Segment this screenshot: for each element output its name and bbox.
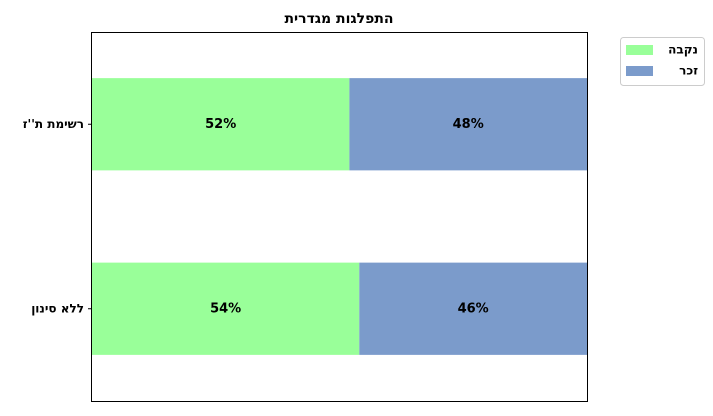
chart-title: התפלגות מגדרית xyxy=(284,11,393,27)
legend-label-1: זכר xyxy=(679,64,698,78)
y-tick-label-1: ללא סינון xyxy=(31,301,84,315)
bar-series0-cat1 xyxy=(92,262,360,355)
y-tick-label-0: רשימת ת''ז xyxy=(23,117,84,131)
bar-value-label-series1-cat1: 46% xyxy=(458,301,489,316)
plot-frame xyxy=(91,32,588,402)
bar-value-label-series0-cat0: 52% xyxy=(205,117,236,132)
bar-series1-cat1 xyxy=(359,262,587,355)
bar-series1-cat0 xyxy=(349,78,587,171)
legend-swatch-1 xyxy=(626,66,653,76)
legend-label-0: נקבה xyxy=(668,43,698,57)
legend: נקבה זכר xyxy=(620,37,705,86)
bars-layer xyxy=(92,78,587,355)
labels-layer: 52% 48% 54% 46% xyxy=(205,117,489,317)
y-axis: רשימת ת''ז ללא סינון xyxy=(23,117,92,315)
legend-swatch-0 xyxy=(626,45,653,55)
bar-series0-cat0 xyxy=(92,78,350,171)
bar-value-label-series1-cat0: 48% xyxy=(453,117,484,132)
bar-value-label-series0-cat1: 54% xyxy=(210,301,241,316)
